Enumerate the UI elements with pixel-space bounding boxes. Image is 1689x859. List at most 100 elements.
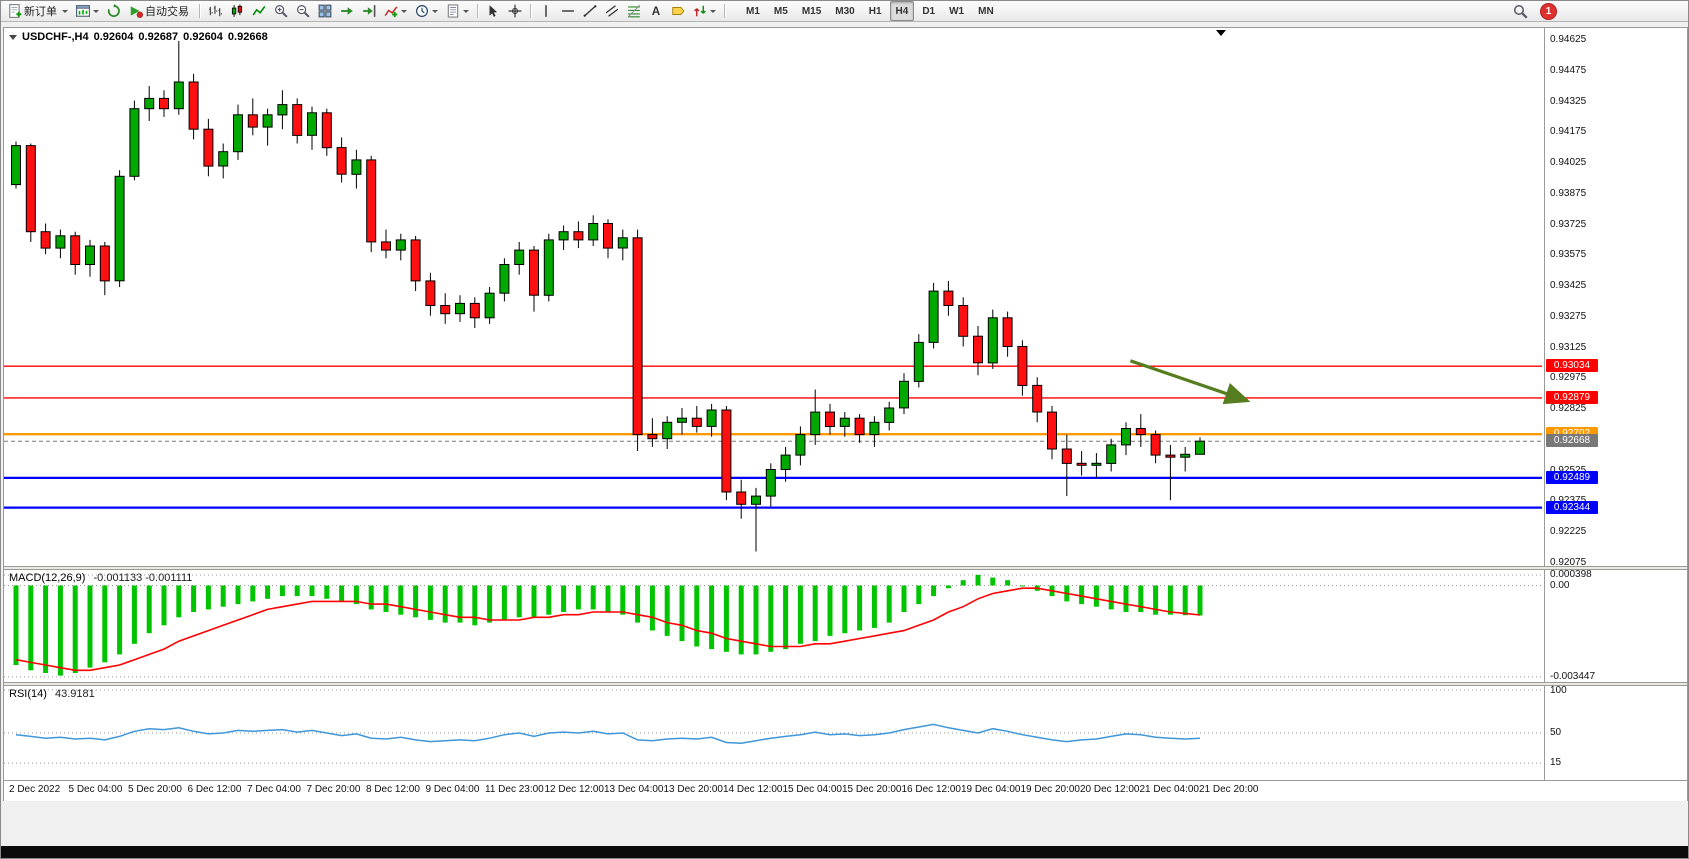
macd-histogram-bar: [161, 585, 167, 626]
macd-histogram-bar: [383, 585, 389, 612]
macd-axis[interactable]: 0.000398 0.00 -0.003447: [1545, 569, 1687, 682]
candle-body: [973, 335, 983, 364]
candle-body: [825, 411, 835, 428]
periods-button[interactable]: [412, 1, 441, 21]
trendline-button[interactable]: [580, 1, 600, 21]
macd-histogram-bar: [427, 585, 433, 620]
candle-body: [410, 239, 421, 282]
auto-trading-button[interactable]: 自动交易: [126, 1, 194, 21]
channel-button[interactable]: [602, 1, 622, 21]
indicators-icon: [384, 6, 398, 18]
zoom-out-button[interactable]: [293, 1, 313, 21]
candle-body: [321, 112, 332, 149]
candlestick-chart[interactable]: [4, 28, 1544, 566]
candle-body: [469, 302, 480, 319]
timeframe-button-H1[interactable]: H1: [868, 5, 882, 17]
search-button[interactable]: [1510, 1, 1531, 21]
candle-body: [144, 97, 155, 110]
trend-arrow-annotation[interactable]: [1129, 359, 1251, 405]
macd-histogram-bar: [279, 585, 285, 597]
chart-shift-button[interactable]: [359, 1, 379, 21]
macd-histogram-bar: [413, 585, 419, 618]
candle-body: [351, 159, 362, 175]
timeframe-button-W1[interactable]: W1: [949, 5, 965, 17]
macd-histogram-bar: [842, 585, 848, 634]
zoom-in-icon: [275, 5, 288, 18]
indicators-button[interactable]: [381, 1, 410, 21]
new-chart-button[interactable]: [73, 1, 102, 21]
chart-close-value: 0.92668: [227, 31, 268, 43]
macd-histogram-bar: [1005, 580, 1011, 586]
rsi-chart[interactable]: [4, 686, 1544, 778]
candlestick-mode-button[interactable]: [227, 1, 247, 21]
rsi-header: RSI(14) 43.9181: [9, 688, 95, 700]
zoom-in-button[interactable]: [271, 1, 291, 21]
crosshair-button[interactable]: [505, 1, 525, 21]
text-label-button[interactable]: [668, 1, 688, 21]
templates-button[interactable]: [443, 1, 472, 21]
candle-body: [292, 104, 303, 136]
chart-high-value: 0.92687: [138, 31, 179, 43]
candle-body: [366, 159, 377, 243]
vertical-line-button[interactable]: [536, 1, 556, 21]
timeframe-button-M5[interactable]: M5: [773, 5, 788, 17]
price-axis-label: 0.92975: [1550, 372, 1587, 384]
timeframe-button-M15[interactable]: M15: [801, 5, 822, 17]
ohlc-bars-icon: [209, 5, 222, 17]
timeframe-button-MN[interactable]: MN: [978, 5, 994, 17]
timeframe-button-M1[interactable]: M1: [746, 5, 760, 17]
candle-body: [381, 241, 391, 251]
macd-histogram-bar: [871, 585, 877, 628]
chart-expander-icon[interactable]: [9, 34, 17, 40]
macd-chart[interactable]: [4, 570, 1544, 682]
rsi-axis[interactable]: 100 50 15: [1545, 685, 1687, 780]
refresh-button[interactable]: [104, 1, 124, 21]
macd-histogram-bar: [694, 585, 700, 647]
main-chart-panel[interactable]: USDCHF-,H4 0.92604 0.92687 0.92604 0.926…: [4, 28, 1687, 568]
fibonacci-button[interactable]: [624, 1, 644, 21]
candle-body: [1017, 346, 1028, 386]
candle-body: [1091, 462, 1102, 466]
horizontal-line-button[interactable]: [558, 1, 578, 21]
macd-histogram-bar: [368, 585, 374, 610]
panel-splitter[interactable]: [4, 682, 1687, 686]
rsi-line: [15, 723, 1201, 745]
text-button[interactable]: A: [646, 1, 666, 21]
notification-badge[interactable]: 1: [1540, 2, 1557, 20]
candle-body: [395, 239, 406, 251]
price-axis-label: 0.93875: [1550, 187, 1587, 199]
macd-histogram-bar: [353, 585, 359, 605]
candle-body: [1150, 434, 1161, 456]
macd-panel[interactable]: MACD(12,26,9) -0.001133 -0.001111 0.0003…: [4, 569, 1687, 682]
horizontal-line-icon: [562, 10, 574, 12]
time-axis-label: 14 Dec 12:00: [723, 784, 783, 795]
time-axis-label: 19 Dec 20:00: [1020, 784, 1081, 795]
scroll-anchor-icon[interactable]: [1216, 30, 1226, 36]
macd-histogram-bar: [398, 585, 404, 615]
candle-body: [558, 231, 569, 241]
macd-header: MACD(12,26,9) -0.001133 -0.001111: [9, 572, 192, 584]
candle-body: [499, 264, 510, 294]
candle-body: [647, 434, 658, 440]
arrows-button[interactable]: [690, 1, 719, 21]
timeframe-button-H4[interactable]: H4: [889, 1, 915, 21]
panel-splitter[interactable]: [4, 566, 1687, 570]
candle-body: [765, 469, 776, 497]
cursor-button[interactable]: [483, 1, 503, 21]
time-axis[interactable]: 2 Dec 2022 5 Dec 04:00 5 Dec 20:00 6 Dec 12…: [4, 780, 1687, 801]
timeframe-button-D1[interactable]: D1: [922, 5, 936, 17]
rsi-panel[interactable]: RSI(14) 43.9181 100 50 15: [4, 685, 1687, 780]
bar-chart-mode-button[interactable]: [205, 1, 225, 21]
price-axis-label: 0.93575: [1550, 249, 1587, 261]
zoom-out-icon: [297, 5, 310, 18]
tile-windows-button[interactable]: [315, 1, 335, 21]
macd-axis-label: -0.003447: [1550, 670, 1596, 682]
new-order-button[interactable]: 新订单: [5, 1, 71, 21]
price-axis[interactable]: 0.94625 0.94475 0.94325 0.94175 0.94025 0.938…: [1545, 28, 1687, 568]
timeframe-button-M30[interactable]: M30: [835, 5, 855, 17]
auto-scroll-button[interactable]: [337, 1, 357, 21]
line-chart-mode-button[interactable]: [249, 1, 269, 21]
macd-histogram-bar: [945, 585, 951, 589]
macd-histogram-bar: [72, 585, 78, 673]
candle-body: [55, 235, 66, 249]
